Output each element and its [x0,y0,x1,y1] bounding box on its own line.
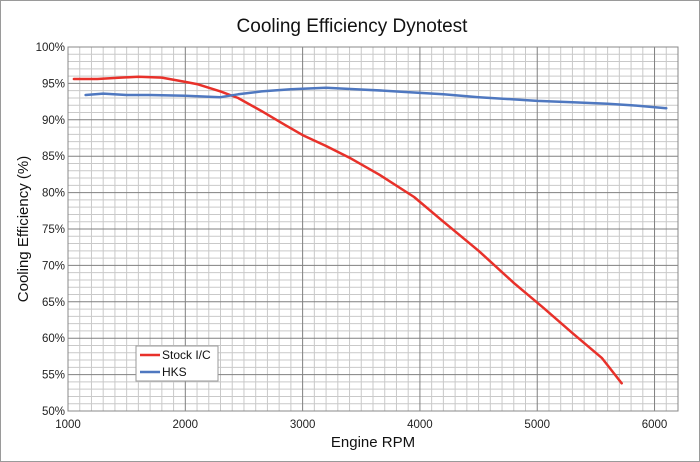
y-tick-label: 90% [42,115,65,127]
plot-area-border [67,46,679,412]
legend-box [135,345,219,382]
y-tick-label: 80% [42,188,65,200]
x-tick-label: 2000 [173,419,199,431]
legend-label-stock-ic: Stock I/C [162,348,211,362]
y-axis-title: Cooling Efficiency (%) [15,156,32,302]
x-axis-title: Engine RPM [331,434,415,451]
y-tick-label: 65% [42,297,65,309]
x-axis-tick-labels: 1000 2000 3000 4000 5000 6000 [55,419,667,431]
y-tick-label: 70% [42,260,65,272]
y-tick-label: 75% [42,224,65,236]
x-tick-label: 1000 [55,419,81,431]
chart-title: Cooling Efficiency Dynotest [237,16,469,37]
y-tick-label: 50% [42,406,65,418]
y-tick-label: 60% [42,333,65,345]
y-tick-label: 100% [36,42,65,54]
y-tick-label: 95% [42,78,65,90]
legend-label-hks: HKS [162,365,187,379]
series-line-1 [84,86,668,110]
x-tick-label: 3000 [290,419,316,431]
y-axis-tick-labels: 50% 55% 60% 65% 70% 75% 80% 85% 90% 95% 100% [36,42,65,418]
x-tick-label: 6000 [642,419,668,431]
legend: Stock I/C HKS [135,345,219,382]
y-tick-label: 85% [42,151,65,163]
x-tick-label: 4000 [407,419,433,431]
series-lines [72,75,668,385]
series-line-0 [72,75,623,385]
x-tick-label: 5000 [524,419,550,431]
y-tick-label: 55% [42,370,65,382]
